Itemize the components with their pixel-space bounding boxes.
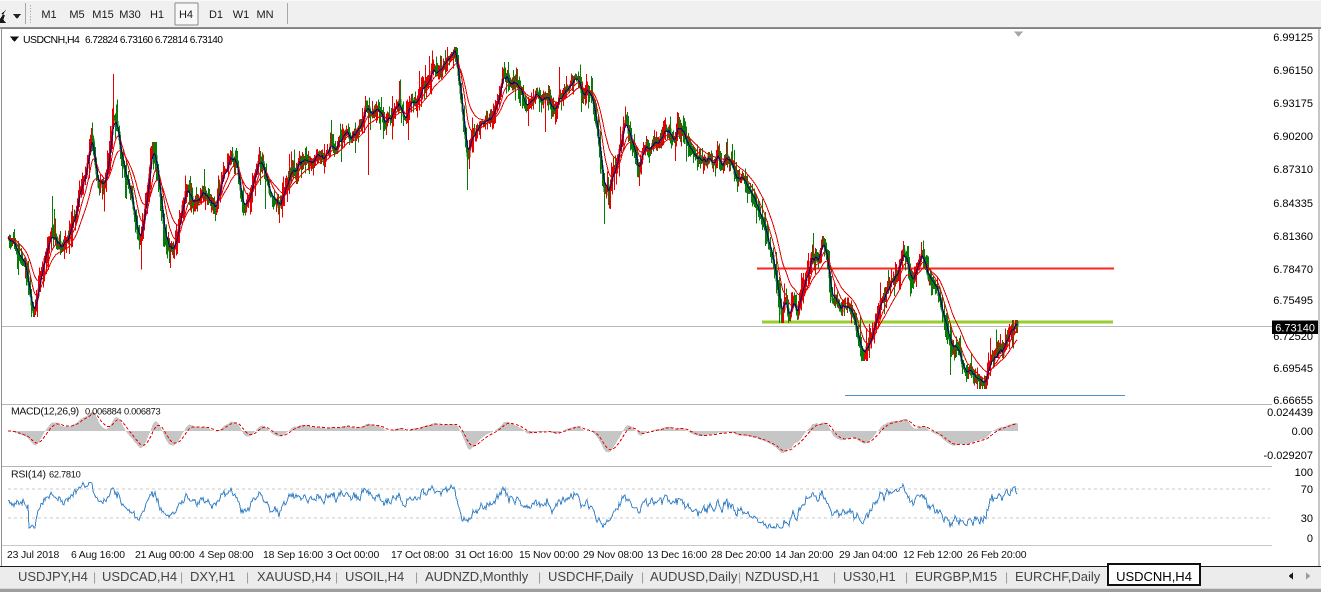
svg-text:RSI(14): RSI(14)	[11, 469, 46, 481]
svg-text:0.006873: 0.006873	[124, 407, 161, 417]
svg-text:D1: D1	[209, 9, 223, 21]
svg-text:|: |	[415, 570, 418, 584]
svg-text:|: |	[641, 570, 644, 584]
svg-text:H4: H4	[179, 9, 193, 21]
svg-text:AUDNZD,Monthly: AUDNZD,Monthly	[425, 569, 529, 584]
svg-text:13 Dec 16:00: 13 Dec 16:00	[647, 550, 707, 561]
svg-text:USDCNH,H4: USDCNH,H4	[23, 34, 80, 46]
svg-text:6.90200: 6.90200	[1273, 131, 1313, 143]
svg-text:USDCNH,H4: USDCNH,H4	[1116, 569, 1192, 584]
svg-text:MN: MN	[256, 9, 273, 21]
svg-text:15 Nov 00:00: 15 Nov 00:00	[519, 550, 579, 561]
svg-text:4 Sep 08:00: 4 Sep 08:00	[199, 550, 254, 561]
svg-text:US30,H1: US30,H1	[843, 569, 896, 584]
svg-text:6.78470: 6.78470	[1273, 264, 1313, 276]
svg-text:6.75495: 6.75495	[1273, 295, 1313, 307]
svg-text:6 Aug 16:00: 6 Aug 16:00	[71, 550, 125, 561]
svg-text:0.00: 0.00	[1292, 426, 1313, 438]
svg-text:M15: M15	[92, 9, 113, 21]
svg-text:EURGBP,M15: EURGBP,M15	[915, 569, 997, 584]
svg-text:6.96150: 6.96150	[1273, 65, 1313, 77]
svg-text:70: 70	[1301, 484, 1313, 496]
svg-text:3 Oct 00:00: 3 Oct 00:00	[327, 550, 379, 561]
svg-text:0.024439: 0.024439	[1267, 407, 1313, 419]
svg-text:29 Nov 08:00: 29 Nov 08:00	[583, 550, 643, 561]
svg-text:6.84335: 6.84335	[1273, 198, 1313, 210]
svg-text:AUDUSD,Daily: AUDUSD,Daily	[650, 569, 738, 584]
svg-text:18 Sep 16:00: 18 Sep 16:00	[263, 550, 323, 561]
svg-text:|: |	[833, 570, 836, 584]
svg-text:M30: M30	[119, 9, 140, 21]
svg-text:M5: M5	[69, 9, 84, 21]
svg-text:100: 100	[1295, 467, 1313, 479]
svg-text:62.7810: 62.7810	[49, 470, 81, 480]
svg-text:12 Feb 12:00: 12 Feb 12:00	[903, 550, 963, 561]
svg-text:|: |	[335, 570, 338, 584]
svg-text:MACD(12,26,9): MACD(12,26,9)	[11, 406, 79, 418]
svg-text:6.72824 6.73160 6.72814 6.7314: 6.72824 6.73160 6.72814 6.73140	[85, 35, 223, 46]
svg-text:0.006884: 0.006884	[85, 407, 122, 417]
svg-text:|: |	[180, 570, 183, 584]
svg-text:6.66655: 6.66655	[1273, 395, 1313, 407]
svg-text:XAUUSD,H4: XAUUSD,H4	[257, 569, 331, 584]
svg-text:29 Jan 04:00: 29 Jan 04:00	[839, 550, 898, 561]
svg-text:USDJPY,H4: USDJPY,H4	[18, 569, 88, 584]
svg-text:USOIL,H4: USOIL,H4	[345, 569, 404, 584]
svg-text:-0.029207: -0.029207	[1263, 450, 1313, 462]
svg-text:6.87310: 6.87310	[1273, 164, 1313, 176]
svg-text:|: |	[1005, 570, 1008, 584]
svg-text:|: |	[246, 570, 249, 584]
svg-text:|: |	[738, 570, 741, 584]
svg-text:|: |	[93, 570, 96, 584]
svg-text:6.93175: 6.93175	[1273, 98, 1313, 110]
svg-text:23 Jul 2018: 23 Jul 2018	[7, 550, 59, 561]
svg-text:|: |	[905, 570, 908, 584]
svg-text:6.99125: 6.99125	[1273, 32, 1313, 44]
svg-text:30: 30	[1301, 513, 1313, 525]
svg-text:0: 0	[1307, 533, 1313, 545]
svg-text:31 Oct 16:00: 31 Oct 16:00	[455, 550, 513, 561]
svg-text:W1: W1	[233, 9, 250, 21]
svg-text:14 Jan 20:00: 14 Jan 20:00	[775, 550, 834, 561]
svg-text:H1: H1	[150, 9, 164, 21]
svg-text:28 Dec 20:00: 28 Dec 20:00	[711, 550, 771, 561]
svg-text:6.73140: 6.73140	[1275, 323, 1315, 335]
svg-text:USDCAD,H4: USDCAD,H4	[102, 569, 177, 584]
svg-text:M1: M1	[41, 9, 56, 21]
svg-text:6.81360: 6.81360	[1273, 231, 1313, 243]
svg-text:|: |	[538, 570, 541, 584]
svg-text:DXY,H1: DXY,H1	[190, 569, 235, 584]
svg-text:17 Oct 08:00: 17 Oct 08:00	[391, 550, 449, 561]
svg-text:EURCHF,Daily: EURCHF,Daily	[1015, 569, 1101, 584]
svg-text:26 Feb 20:00: 26 Feb 20:00	[967, 550, 1027, 561]
svg-text:6.69545: 6.69545	[1273, 363, 1313, 375]
svg-text:USDCHF,Daily: USDCHF,Daily	[548, 569, 634, 584]
svg-text:NZDUSD,H1: NZDUSD,H1	[745, 569, 819, 584]
svg-text:21 Aug 00:00: 21 Aug 00:00	[135, 550, 195, 561]
